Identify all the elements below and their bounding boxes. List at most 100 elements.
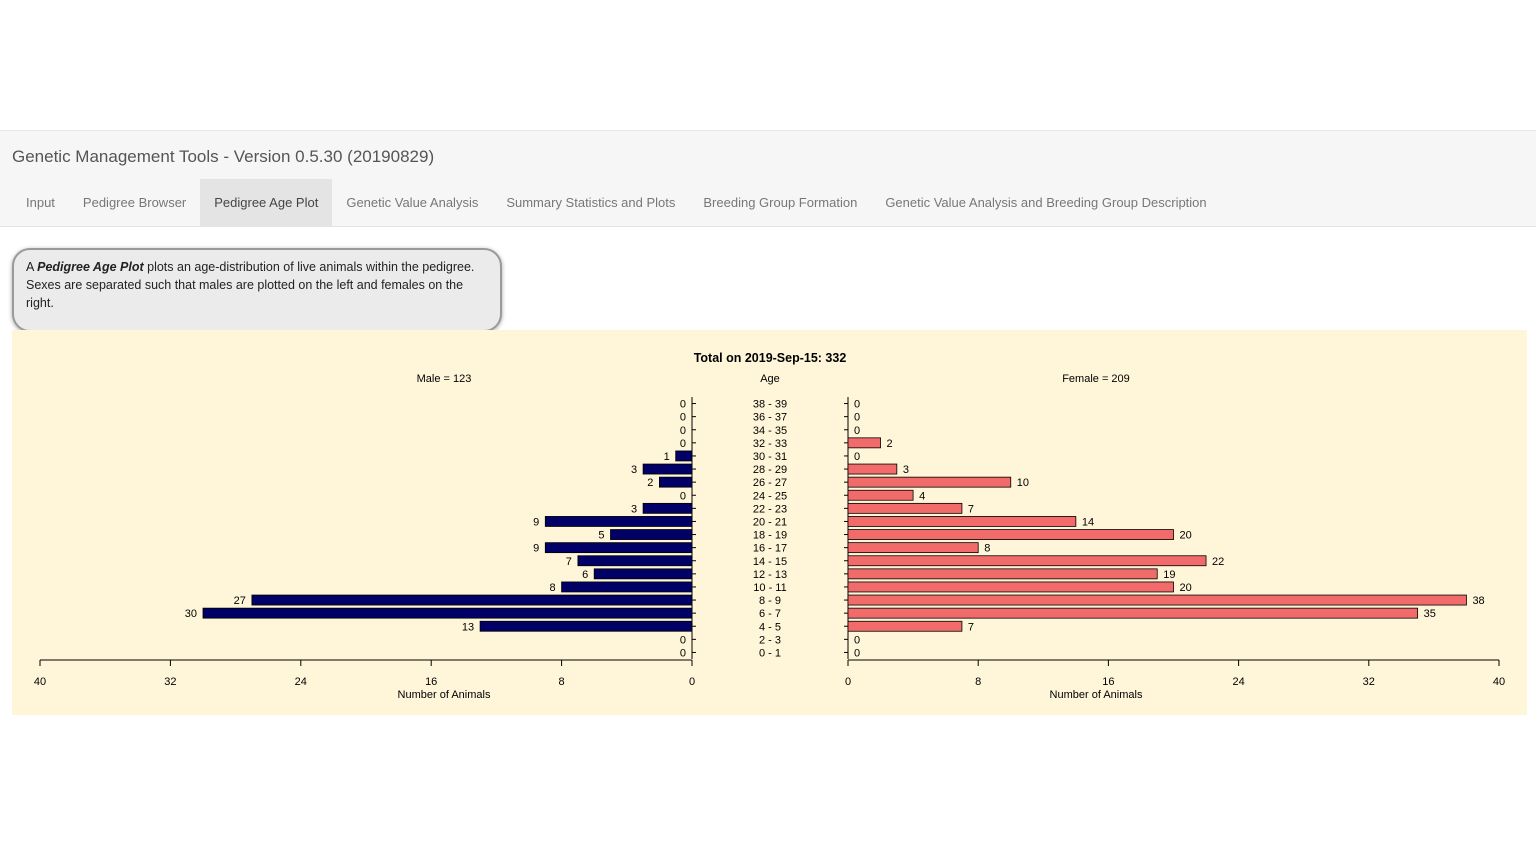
male-bar-value-label: 0 [680, 425, 686, 437]
age-category-label: 8 - 9 [759, 595, 781, 607]
tab-pedigree-browser[interactable]: Pedigree Browser [82, 195, 187, 210]
female-bar-value-label: 3 [903, 464, 909, 476]
male-bar-value-label: 2 [647, 477, 653, 489]
male-x-tick-label: 32 [164, 676, 176, 688]
navbar: Genetic Management Tools - Version 0.5.3… [0, 130, 1536, 227]
male-bar-value-label: 1 [664, 451, 670, 463]
male-bar-value-label: 13 [462, 621, 474, 633]
male-series-label: Male = 123 [417, 373, 472, 385]
male-x-axis-title: Number of Animals [398, 689, 491, 701]
male-bar-value-label: 3 [631, 464, 637, 476]
female-bar-value-label: 7 [968, 621, 974, 633]
age-category-label: 6 - 7 [759, 608, 781, 620]
tab-bar: Input Pedigree Browser Pedigree Age Plot… [12, 179, 1221, 227]
age-category-label: 18 - 19 [753, 530, 787, 542]
age-category-label: 4 - 5 [759, 621, 781, 633]
age-category-label: 16 - 17 [753, 543, 787, 555]
description-term: Pedigree Age Plot [37, 260, 144, 274]
male-bar-value-label: 9 [533, 516, 539, 528]
female-bar-value-label: 0 [854, 634, 860, 646]
female-bar-value-label: 2 [887, 438, 893, 450]
age-pyramid-chart: Total on 2019-Sep-15: 332 Male = 123 Age… [34, 351, 1505, 701]
age-category-label: 34 - 35 [753, 425, 787, 437]
male-bar-value-label: 9 [533, 543, 539, 555]
male-bar [577, 555, 693, 567]
female-x-tick-label: 32 [1363, 676, 1375, 688]
male-bar [675, 450, 693, 462]
female-bar-value-label: 7 [968, 503, 974, 515]
tab-pedigree-age-plot[interactable]: Pedigree Age Plot [200, 179, 333, 227]
female-bar-value-label: 10 [1017, 477, 1029, 489]
male-bar-value-label: 8 [549, 582, 555, 594]
female-bar [847, 542, 979, 554]
female-bar [847, 607, 1419, 619]
female-bar-value-label: 20 [1180, 582, 1192, 594]
male-bar-value-label: 27 [234, 595, 246, 607]
male-bar [544, 542, 693, 554]
male-bar-value-label: 0 [680, 438, 686, 450]
female-series-label: Female = 209 [1062, 373, 1130, 385]
age-plot-panel: Total on 2019-Sep-15: 332 Male = 123 Age… [12, 330, 1527, 715]
age-category-label: 2 - 3 [759, 634, 781, 646]
female-bar-value-label: 14 [1082, 516, 1094, 528]
male-bar-value-label: 0 [680, 399, 686, 411]
male-bar-value-label: 0 [680, 647, 686, 659]
male-bar-value-label: 3 [631, 503, 637, 515]
male-x-tick-label: 24 [295, 676, 307, 688]
tab-summary-statistics[interactable]: Summary Statistics and Plots [506, 195, 676, 210]
female-x-tick-label: 0 [845, 676, 851, 688]
male-x-tick-label: 0 [689, 676, 695, 688]
male-bar [610, 529, 693, 540]
female-bar [847, 555, 1207, 567]
age-category-label: 0 - 1 [759, 647, 781, 659]
tab-gva-breeding-group-description[interactable]: Genetic Value Analysis and Breeding Grou… [885, 195, 1207, 210]
age-category-label: 24 - 25 [753, 490, 787, 502]
female-bar [847, 437, 881, 449]
male-bar-value-label: 0 [680, 412, 686, 424]
female-bar [847, 529, 1174, 540]
male-bar [202, 607, 693, 619]
male-bar-value-label: 0 [680, 634, 686, 646]
male-bar-value-label: 5 [598, 530, 604, 542]
age-category-label: 30 - 31 [753, 451, 787, 463]
tab-genetic-value-analysis[interactable]: Genetic Value Analysis [346, 195, 479, 210]
male-bar [251, 594, 693, 606]
age-category-label: 20 - 21 [753, 516, 787, 528]
female-bar [847, 463, 898, 475]
male-bar [659, 476, 693, 488]
male-bar-value-label: 7 [566, 556, 572, 568]
age-category-label: 10 - 11 [753, 582, 786, 594]
tab-breeding-group-formation[interactable]: Breeding Group Formation [703, 195, 858, 210]
female-bar [847, 594, 1467, 606]
female-bar-value-label: 8 [984, 543, 990, 555]
app-title: Genetic Management Tools - Version 0.5.3… [12, 147, 435, 166]
age-category-label: 14 - 15 [753, 556, 787, 568]
female-bar [847, 476, 1012, 488]
male-x-tick-label: 40 [34, 676, 46, 688]
female-bar-value-label: 20 [1180, 530, 1192, 542]
female-bar-value-label: 0 [854, 425, 860, 437]
age-category-label: 26 - 27 [753, 477, 787, 489]
female-bar [847, 581, 1174, 593]
female-x-axis-title: Number of Animals [1050, 689, 1143, 701]
age-category-label: 38 - 39 [753, 399, 787, 411]
male-bar [593, 568, 693, 580]
description-prefix: A [26, 260, 38, 274]
female-bar-value-label: 0 [854, 647, 860, 659]
male-bar [642, 463, 693, 475]
female-bar-value-label: 22 [1212, 556, 1224, 568]
age-category-label: 28 - 29 [753, 464, 787, 476]
male-bar [561, 581, 693, 593]
male-bar-value-label: 30 [185, 608, 197, 620]
age-category-label: 12 - 13 [753, 569, 787, 581]
male-x-tick-label: 16 [425, 676, 437, 688]
male-bar-value-label: 0 [680, 490, 686, 502]
female-x-tick-label: 16 [1102, 676, 1114, 688]
female-bar-value-label: 0 [854, 399, 860, 411]
description-box: A Pedigree Age Plot plots an age-distrib… [12, 248, 502, 332]
age-axis-label: Age [760, 373, 780, 385]
male-bar [479, 620, 693, 632]
female-bar-value-label: 19 [1163, 569, 1175, 581]
male-bar [642, 502, 693, 514]
tab-input[interactable]: Input [26, 195, 55, 210]
